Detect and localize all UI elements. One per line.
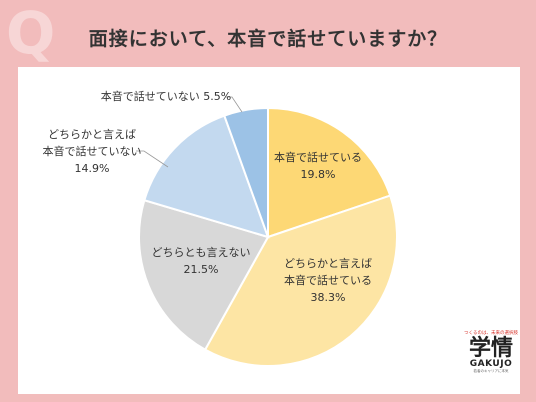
leader-line-4 bbox=[136, 150, 169, 168]
page-title: 面接において、本音で話せていますか？ bbox=[88, 28, 448, 50]
slice-value: 38.3% bbox=[311, 291, 346, 304]
slice-value: 21.5% bbox=[184, 263, 219, 276]
leader-lines bbox=[136, 96, 243, 168]
pie-slice-5 bbox=[223, 106, 269, 238]
logo-kanji: 学情 bbox=[468, 334, 513, 361]
q-mark: Q bbox=[6, 0, 56, 67]
pie-chart: 本音で話せている19.8%どちらかと言えば本音で話せている38.3%どちらとも言… bbox=[43, 89, 398, 367]
logo-subtext: 若者のキャリアに本気 bbox=[473, 368, 509, 373]
slice-label-text: どちらかと言えば bbox=[284, 257, 372, 270]
pie-slice-4 bbox=[143, 114, 270, 239]
pie-slice-3 bbox=[138, 198, 270, 352]
pie-slice-1 bbox=[267, 106, 392, 239]
slice-label-3: どちらとも言えない 21.5% bbox=[152, 246, 251, 276]
slice-label-text: 本音で話せていない bbox=[43, 144, 142, 158]
logo-tagline: つくるのは、未来の選択肢 bbox=[464, 331, 518, 336]
chart-panel: 本音で話せている 19.8% どちらかと言えば 本音で話せている 38.3% どちらとも言… bbox=[18, 67, 520, 394]
slice-label-text: 本音で話せていない 5.5% bbox=[101, 89, 231, 103]
slice-value: 14.9% bbox=[75, 162, 110, 175]
slice-label-1: 本音で話せている 19.8% bbox=[274, 150, 362, 181]
slice-value: 19.8% bbox=[301, 168, 336, 181]
logo-latin: GAKUJO bbox=[469, 358, 513, 369]
slice-label-text: どちらとも言えない bbox=[152, 246, 251, 259]
slice-label-text: 本音で話せている bbox=[284, 273, 372, 287]
slice-labels: 本音で話せている19.8%どちらかと言えば本音で話せている38.3%どちらとも言… bbox=[43, 89, 373, 304]
leader-line-5 bbox=[225, 96, 243, 113]
pie-slice-2 bbox=[203, 194, 398, 367]
gakujo-logo: つくるのは、未来の選択肢 学情 GAKUJO 若者のキャリアに本気 bbox=[460, 331, 522, 396]
slice-label-text: どちらかと言えば bbox=[48, 128, 136, 141]
slice-label-text: 本音で話せている bbox=[274, 150, 362, 164]
slice-label-5: 本音で話せていない 5.5% bbox=[101, 89, 231, 103]
pie-slices bbox=[138, 106, 398, 367]
